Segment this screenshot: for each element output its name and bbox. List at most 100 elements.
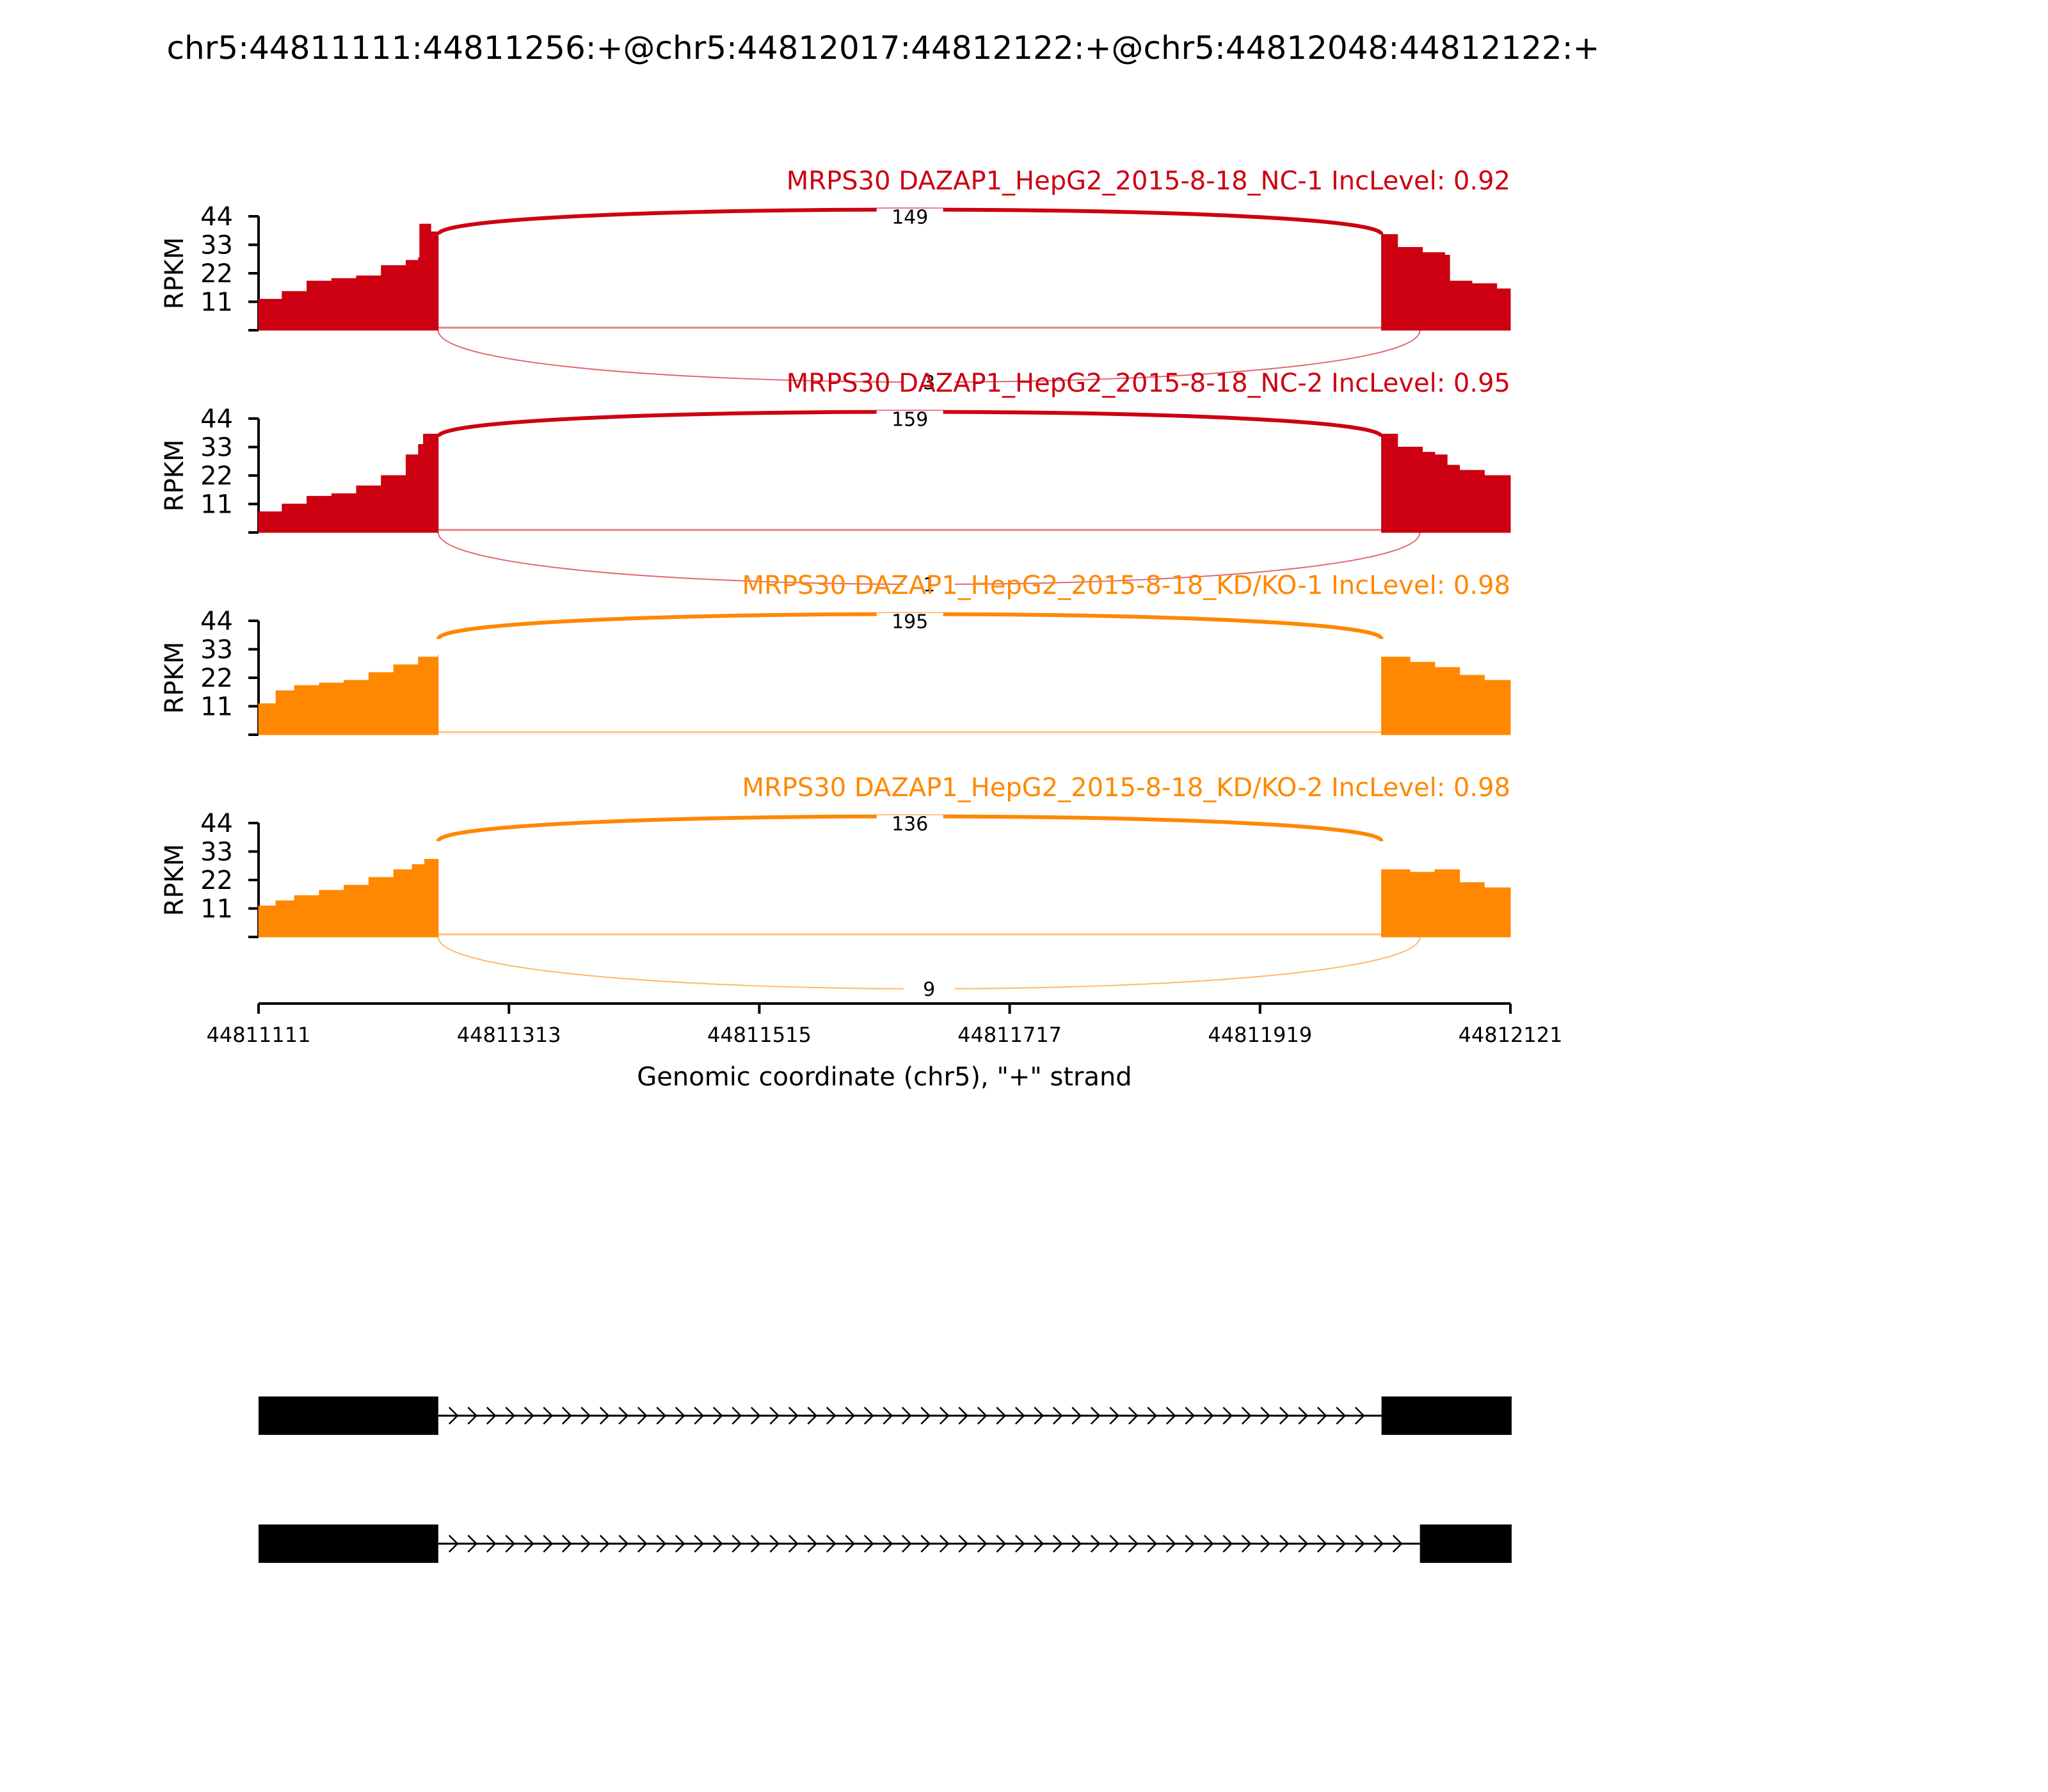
strand-arrow xyxy=(599,1407,610,1425)
track-title: MRPS30 DAZAP1_HepG2_2015-8-18_KD/KO-1 In… xyxy=(742,571,1511,600)
coverage-exon1 xyxy=(258,654,439,735)
y-axis-label: RPKM xyxy=(160,440,189,512)
strand-arrow xyxy=(1185,1407,1196,1425)
junction-label-bg xyxy=(903,575,955,595)
skipping-junction-count: 9 xyxy=(923,979,935,1001)
strand-arrow xyxy=(448,1535,459,1553)
strand-arrow xyxy=(505,1407,516,1425)
exon-block-2 xyxy=(1381,1396,1512,1435)
y-axis-label: RPKM xyxy=(160,237,189,310)
skipping-junction-count: 3 xyxy=(923,372,935,394)
junction-label-bg xyxy=(903,980,955,999)
strand-arrow xyxy=(883,1535,893,1553)
strand-arrow xyxy=(826,1535,836,1553)
exon-block-2 xyxy=(1420,1524,1512,1563)
strand-arrow xyxy=(656,1535,667,1553)
strand-arrow xyxy=(901,1407,912,1425)
y-tick-label: 22 xyxy=(200,259,233,289)
strand-arrow xyxy=(845,1407,856,1425)
strand-arrow xyxy=(826,1407,836,1425)
strand-arrow xyxy=(543,1535,554,1553)
junction-label-bg xyxy=(876,410,943,430)
y-tick-label: 44 xyxy=(200,809,233,838)
y-tick-label: 33 xyxy=(200,838,233,867)
strand-arrow xyxy=(694,1407,705,1425)
coverage-exon1 xyxy=(258,223,439,331)
strand-arrow xyxy=(1052,1535,1063,1553)
coverage-exon2 xyxy=(1381,657,1511,735)
strand-arrow xyxy=(1071,1535,1082,1553)
strand-arrow xyxy=(524,1535,534,1553)
exon-block-1 xyxy=(259,1524,438,1563)
coverage-exon1 xyxy=(258,433,439,533)
coverage-exon1 xyxy=(258,859,439,938)
strand-arrow xyxy=(448,1407,459,1425)
strand-arrow xyxy=(656,1407,667,1425)
strand-arrow xyxy=(807,1407,818,1425)
coverage-exon2 xyxy=(1381,234,1511,331)
y-tick-label: 11 xyxy=(200,490,233,520)
strand-arrow xyxy=(1128,1535,1139,1553)
strand-arrow xyxy=(920,1535,931,1553)
y-tick-label: 22 xyxy=(200,461,233,491)
strand-arrow xyxy=(958,1535,969,1553)
strand-arrow xyxy=(977,1535,988,1553)
x-tick-label: 44812121 xyxy=(1459,1023,1563,1047)
strand-arrow xyxy=(1241,1407,1252,1425)
strand-arrow xyxy=(486,1407,497,1425)
y-tick-label: 44 xyxy=(200,202,233,232)
track-4: MRPS30 DAZAP1_HepG2_2015-8-18_KD/KO-2 In… xyxy=(160,773,1511,1001)
strand-arrow xyxy=(1203,1407,1214,1425)
y-tick-label: 44 xyxy=(200,404,233,434)
strand-arrow xyxy=(1316,1407,1327,1425)
strand-arrow xyxy=(1222,1535,1233,1553)
strand-arrow xyxy=(1222,1407,1233,1425)
strand-arrow xyxy=(788,1535,799,1553)
strand-arrow xyxy=(712,1535,723,1553)
track-2: MRPS30 DAZAP1_HepG2_2015-8-18_NC-2 IncLe… xyxy=(160,369,1511,596)
strand-arrow xyxy=(712,1407,723,1425)
strand-arrow xyxy=(637,1407,648,1425)
strand-arrow xyxy=(977,1407,988,1425)
strand-arrow xyxy=(1373,1535,1384,1553)
y-tick-label: 33 xyxy=(200,433,233,463)
strand-arrow xyxy=(1298,1407,1309,1425)
strand-arrow xyxy=(996,1535,1007,1553)
strand-arrow xyxy=(580,1407,591,1425)
strand-arrow xyxy=(1279,1535,1290,1553)
strand-arrow xyxy=(750,1535,761,1553)
strand-arrow xyxy=(1052,1407,1063,1425)
strand-arrow xyxy=(1241,1535,1252,1553)
strand-arrow xyxy=(1316,1535,1327,1553)
junction-label-bg xyxy=(876,612,943,632)
y-tick-label: 22 xyxy=(200,866,233,895)
strand-arrow xyxy=(561,1535,572,1553)
coverage-tracks: MRPS30 DAZAP1_HepG2_2015-8-18_NC-1 IncLe… xyxy=(160,166,1511,1001)
strand-arrow xyxy=(807,1535,818,1553)
strand-arrow xyxy=(467,1535,478,1553)
strand-arrow xyxy=(901,1535,912,1553)
y-axis-label: RPKM xyxy=(160,844,189,916)
strand-arrow xyxy=(618,1407,629,1425)
exon-block-1 xyxy=(259,1396,438,1435)
track-title: MRPS30 DAZAP1_HepG2_2015-8-18_KD/KO-2 In… xyxy=(742,773,1511,803)
inclusion-junction-count: 159 xyxy=(892,409,928,431)
strand-arrow xyxy=(769,1407,780,1425)
strand-arrow xyxy=(467,1407,478,1425)
junction-label-bg xyxy=(876,208,943,228)
x-tick-label: 44811111 xyxy=(207,1023,311,1047)
isoform-2 xyxy=(259,1524,1512,1563)
strand-arrow xyxy=(1090,1407,1101,1425)
strand-arrow xyxy=(863,1407,874,1425)
strand-arrow xyxy=(750,1407,761,1425)
track-title: MRPS30 DAZAP1_HepG2_2015-8-18_NC-1 IncLe… xyxy=(787,166,1510,196)
strand-arrow xyxy=(637,1535,648,1553)
strand-arrow xyxy=(732,1407,742,1425)
strand-arrow xyxy=(543,1407,554,1425)
strand-arrow xyxy=(769,1535,780,1553)
y-axis-label: RPKM xyxy=(160,642,189,714)
strand-arrow xyxy=(1034,1407,1044,1425)
strand-arrow xyxy=(1392,1535,1403,1553)
strand-arrow xyxy=(675,1407,685,1425)
